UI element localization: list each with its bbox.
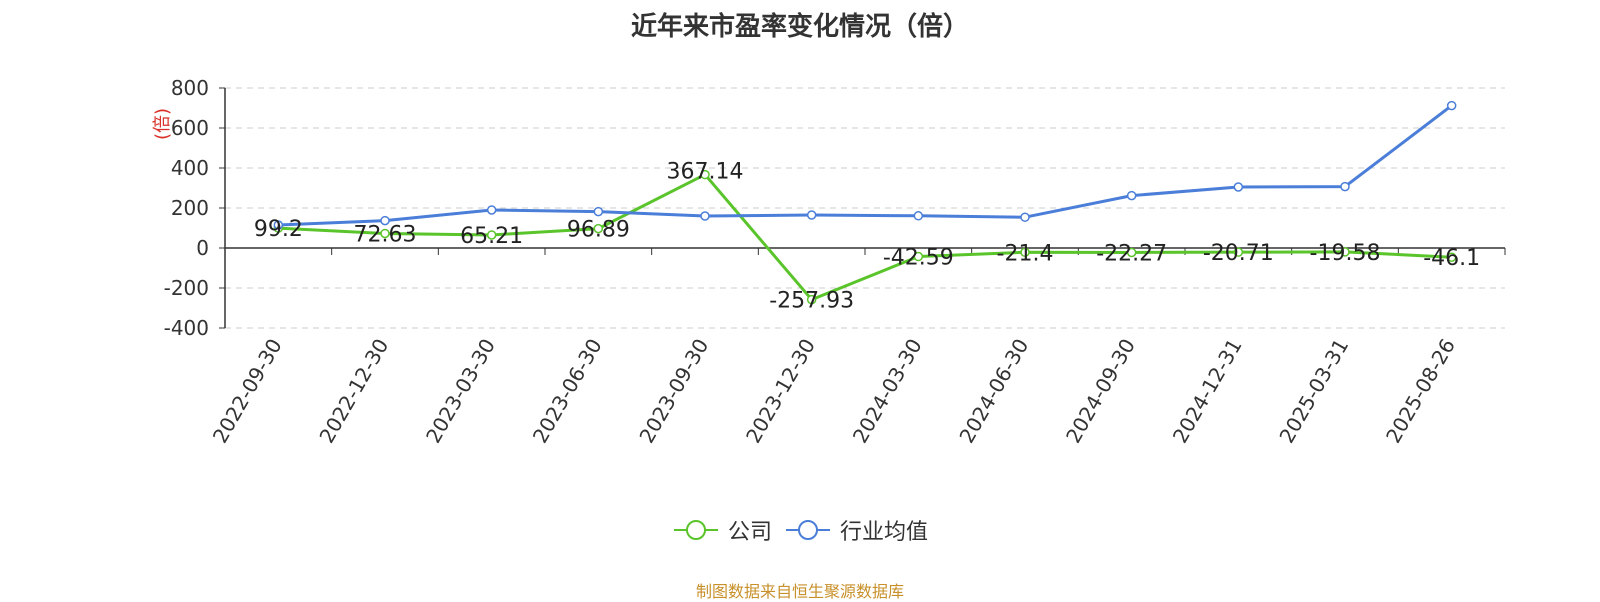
x-tick-label: 2025-08-26 [1381, 335, 1460, 448]
data-point-1 [1446, 100, 1457, 111]
y-tick-label: 0 [196, 236, 209, 260]
y-tick-label: 600 [171, 116, 209, 140]
data-point-1 [1233, 182, 1244, 192]
data-point-1 [1020, 212, 1030, 222]
data-label: -22.27 [1096, 241, 1167, 266]
x-tick-label: 2022-09-30 [208, 335, 287, 448]
data-point-1 [380, 215, 390, 226]
x-tick-label: 2024-03-30 [848, 334, 927, 447]
data-point-1 [273, 220, 284, 230]
data-point-1 [806, 210, 817, 220]
data-point-1 [913, 211, 924, 221]
data-point-1 [593, 206, 604, 217]
data-label: -21.4 [997, 241, 1054, 266]
data-point-0 [593, 223, 604, 234]
data-label: 65.21 [460, 224, 523, 249]
x-tick-label: 2023-12-30 [741, 335, 820, 448]
chart-title: 近年来市盈率变化情况（倍） [630, 12, 969, 42]
x-tick-label: 2022-12-30 [314, 335, 393, 448]
data-label: -20.71 [1203, 241, 1274, 266]
data-label: -42.59 [883, 246, 954, 271]
source-footer: 制图数据来自恒生聚源数据库 [695, 582, 904, 601]
y-tick-label: -200 [164, 276, 209, 300]
data-point-0 [1126, 247, 1137, 258]
y-axis-label: (倍) [152, 108, 173, 140]
data-label: 72.63 [354, 222, 417, 247]
x-tick-label: 2023-06-30 [528, 335, 607, 448]
axes: -400 -200 0 200 400 600 800 (倍) 2022-09-30 2022-1… [152, 76, 1506, 448]
data-point-1 [1126, 190, 1137, 201]
data-point-0 [1020, 247, 1030, 258]
data-point-1 [1340, 181, 1350, 192]
y-tick-label: 800 [171, 76, 209, 100]
x-tick-label: 2024-09-30 [1061, 335, 1140, 448]
data-point-0 [1340, 247, 1350, 257]
x-tick-label: 2025-03-31 [1274, 335, 1353, 448]
series-line-0 [278, 173, 1452, 302]
y-tick-label: 200 [171, 196, 209, 220]
data-point-0 [700, 169, 710, 180]
data-point-0 [380, 228, 390, 239]
data-point-0 [913, 251, 924, 262]
data-label: 367.14 [667, 160, 744, 185]
data-label: -257.93 [769, 289, 854, 314]
legend-industry-line-icon [786, 520, 830, 540]
y-tick-label: -400 [164, 316, 209, 340]
x-tick-label: 2024-12-31 [1168, 335, 1247, 448]
legend-label-company: 公司 [727, 520, 772, 545]
x-tick-label: 2023-03-30 [421, 334, 500, 447]
series-line-1 [278, 104, 1453, 227]
data-point-0 [1233, 247, 1244, 257]
x-tick-label: 2024-06-30 [954, 335, 1033, 448]
legend-label-industry: 行业均值 [840, 520, 929, 545]
data-point-0 [486, 230, 497, 240]
legend-company-line-icon [673, 520, 718, 540]
x-tick-label: 2023-09-30 [634, 335, 713, 448]
data-point-0 [806, 294, 817, 305]
legend-item-company[interactable]: 公司 [672, 514, 772, 546]
data-label: -46.1 [1423, 246, 1480, 271]
series [273, 100, 1457, 305]
data-label: 99.2 [254, 217, 303, 242]
data-point-1 [700, 211, 710, 221]
grid-lines [225, 87, 1505, 329]
data-point-0 [1446, 252, 1457, 262]
data-label: -19.58 [1310, 241, 1381, 266]
data-label: 96.89 [567, 218, 630, 243]
legend-item-industry[interactable]: 行业均值 [784, 514, 928, 546]
y-tick-label: 400 [171, 156, 209, 180]
data-point-1 [486, 205, 497, 215]
data-labels: 99.2 72.63 65.21 96.89 367.14 -257.93 -42.59 -2… [254, 160, 1480, 314]
legend: 公司 行业均值 [0, 514, 1600, 546]
